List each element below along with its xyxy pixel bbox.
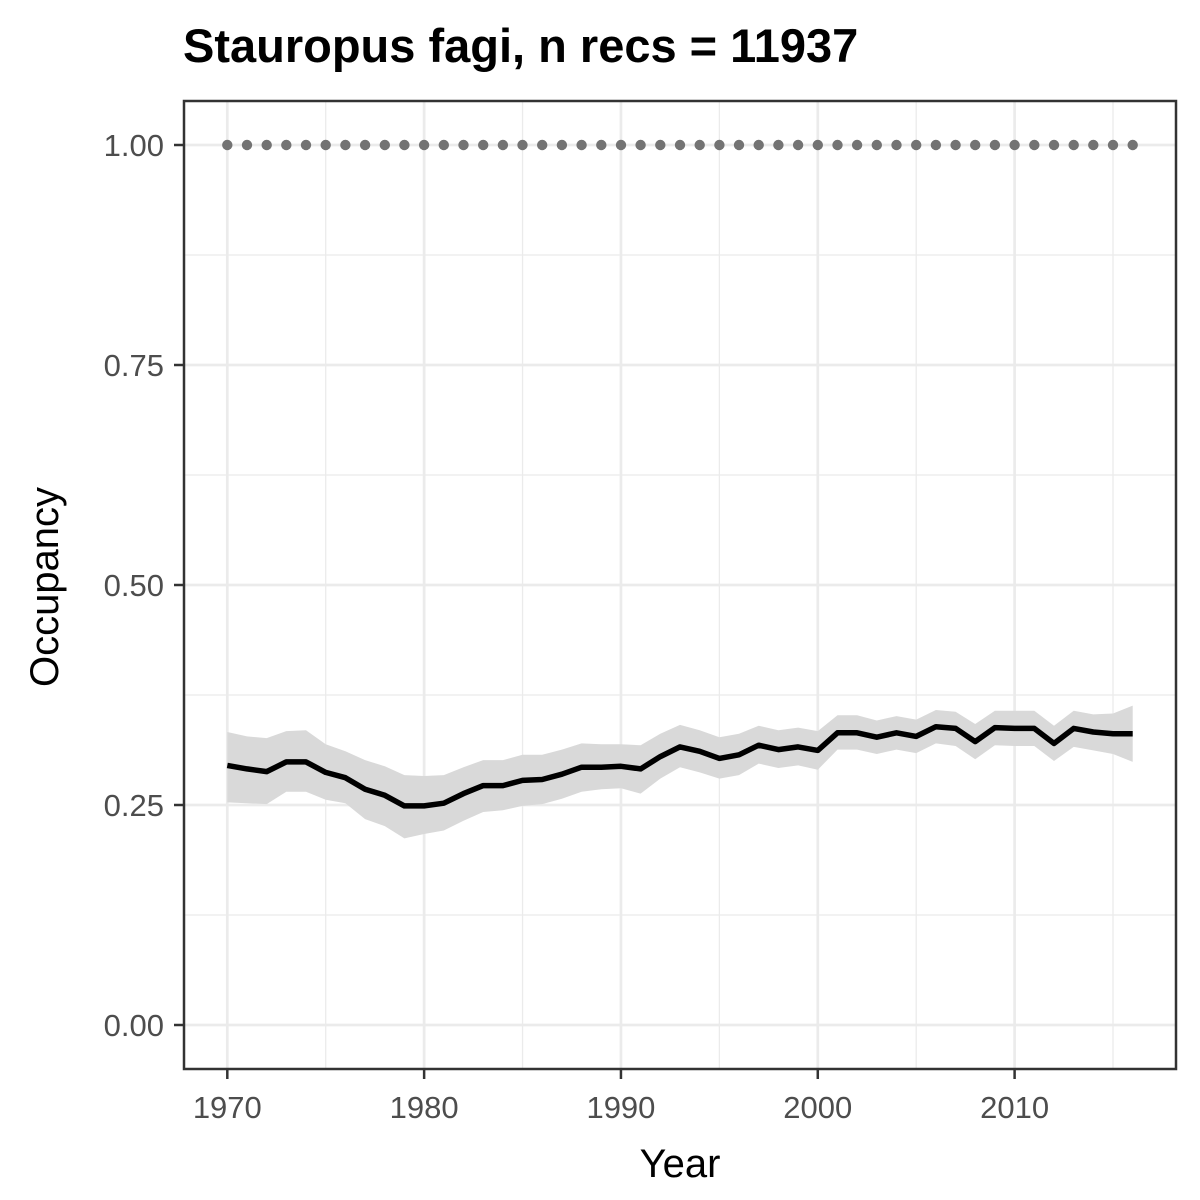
upper-bound-dot <box>851 139 863 151</box>
upper-bound-dot <box>1068 139 1079 151</box>
upper-bound-dot <box>241 139 253 151</box>
upper-bound-dot <box>753 139 764 151</box>
upper-bound-dot <box>911 139 922 151</box>
upper-bound-dot <box>222 139 233 151</box>
upper-bound-dot <box>635 139 646 151</box>
y-tick-label: 0.50 <box>104 568 164 603</box>
upper-bound-dot <box>832 139 843 151</box>
upper-bound-dot <box>399 139 410 151</box>
dotted-series-layer <box>222 139 1138 151</box>
upper-bound-dot <box>458 139 469 151</box>
y-tick-label: 0.00 <box>104 1008 164 1043</box>
upper-bound-dot <box>497 139 509 151</box>
upper-bound-dot <box>438 139 449 151</box>
axes: 1970 1980 1990 2000 2010 0.00 0.25 0.50 0.75 1.00 <box>104 128 1049 1125</box>
x-tick-label: 1980 <box>390 1090 459 1125</box>
upper-bound-dot <box>1009 139 1020 151</box>
upper-bound-dot <box>733 139 745 151</box>
upper-bound-dot <box>970 139 981 151</box>
upper-bound-dot <box>1029 139 1040 151</box>
x-tick-label: 2010 <box>980 1090 1049 1125</box>
upper-bound-dot <box>674 139 686 151</box>
y-tick-label: 0.75 <box>104 348 164 383</box>
upper-bound-dot <box>694 139 705 151</box>
upper-bound-dot <box>891 139 902 151</box>
occupancy-line <box>226 723 1133 809</box>
upper-bound-dot <box>379 139 390 151</box>
trend-line-layer <box>226 723 1133 809</box>
upper-bound-dot <box>320 139 331 151</box>
grid-lines <box>184 101 1176 1069</box>
upper-bound-dot <box>418 139 430 151</box>
y-tick-label: 1.00 <box>104 128 164 163</box>
x-tick-label: 1970 <box>193 1090 262 1125</box>
upper-bound-dot <box>340 139 351 151</box>
upper-bound-dot <box>261 139 272 151</box>
upper-bound-dot <box>576 139 587 151</box>
upper-bound-dot <box>773 139 784 151</box>
upper-bound-dot <box>537 139 548 151</box>
confidence-ribbon-layer <box>227 705 1133 839</box>
upper-bound-dot <box>655 139 666 151</box>
upper-bound-dot <box>1107 139 1119 151</box>
upper-bound-dot <box>615 139 627 151</box>
chart-title: Stauropus fagi, n recs = 11937 <box>183 19 858 72</box>
upper-bound-dot <box>1088 139 1099 151</box>
upper-bound-dot <box>556 139 568 151</box>
x-axis-title: Year <box>640 1142 721 1186</box>
upper-bound-dot <box>989 139 1001 151</box>
confidence-ribbon <box>227 705 1133 839</box>
upper-bound-dot <box>359 139 371 151</box>
upper-bound-dot <box>478 139 489 151</box>
y-tick-label: 0.25 <box>104 788 164 823</box>
upper-bound-dot <box>930 139 942 151</box>
upper-bound-dot <box>517 139 528 151</box>
upper-bound-dot <box>596 139 607 151</box>
upper-bound-dot <box>281 139 292 151</box>
upper-bound-dot <box>812 139 823 151</box>
upper-bound-dot <box>1127 139 1138 151</box>
y-axis-title: Occupancy <box>23 487 67 687</box>
x-tick-label: 1990 <box>586 1090 655 1125</box>
upper-bound-dot <box>950 139 961 151</box>
upper-bound-dot <box>1048 139 1060 151</box>
upper-bound-dot <box>714 139 725 151</box>
x-tick-label: 2000 <box>783 1090 852 1125</box>
upper-bound-dot <box>300 139 312 151</box>
upper-bound-dot <box>871 139 882 151</box>
upper-bound-dot <box>792 139 804 151</box>
